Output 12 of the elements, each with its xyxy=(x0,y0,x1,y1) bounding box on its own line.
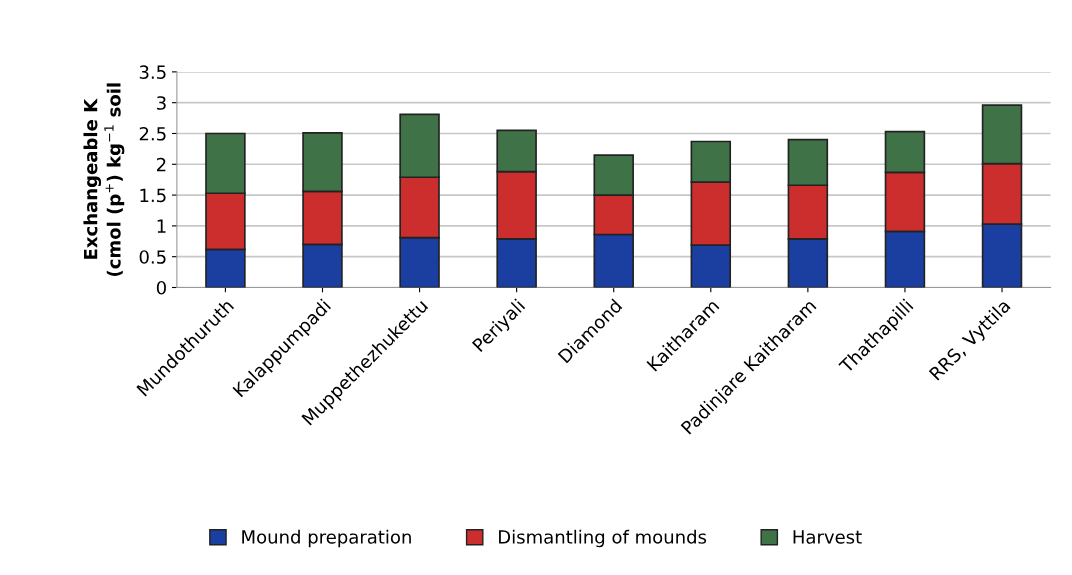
y-tick-label: 0 xyxy=(156,280,166,295)
y-tick-label: 3 xyxy=(157,96,166,110)
y-tick-label: 3.5 xyxy=(139,65,166,79)
y-tick-label: 2.5 xyxy=(139,126,166,141)
y-tick-label: 2 xyxy=(156,157,166,172)
y-tick-label: 0.5 xyxy=(139,250,166,264)
y-tick-label: 1.5 xyxy=(140,188,166,203)
y-tick-label: 1 xyxy=(157,219,166,233)
y-axis-title: Exchangeable K (cmol (p$^{+}$) kg$^{−1}$ soil xyxy=(83,83,125,276)
legend-label: Harvest xyxy=(793,530,862,544)
legend-label: Mound preparation xyxy=(242,529,411,548)
legend-label: Dismantling of mounds xyxy=(499,529,707,548)
